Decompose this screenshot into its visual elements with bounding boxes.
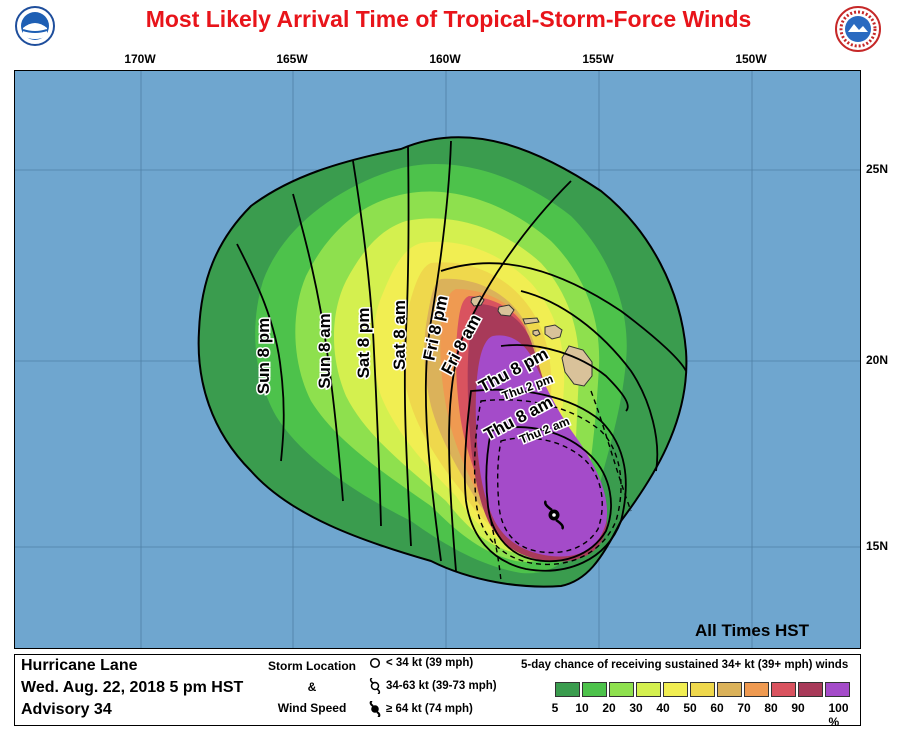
label-sun-8am: Sun 8 am [315,313,334,389]
lon-label-155w: 155W [582,52,614,66]
advisory-number: Advisory 34 [21,701,112,718]
island-lanai [532,329,541,337]
legend-entry-low-text: < 34 kt (39 mph) [386,657,474,669]
dashed-contour-thu-2pm [473,399,622,566]
legend-panel: Hurricane Lane Wed. Aug. 22, 2018 5 pm H… [14,654,861,729]
legend-entry-tropical-storm: 34-63 kt (39-73 mph) [369,678,497,694]
contour-sat-8am [403,145,412,547]
legend-entry-low: < 34 kt (39 mph) [369,657,473,669]
probability-swatch [798,682,823,697]
probability-tick-label: 90 [791,701,805,715]
probability-field [197,136,688,588]
lon-label-165w: 165W [276,52,308,66]
island-molokai [522,317,540,325]
lat-label-20n: 20N [866,353,889,367]
dashed-contour-eastern [590,390,632,512]
probability-swatch [717,682,742,697]
page-title: Most Likely Arrival Time of Tropical-Sto… [145,6,752,32]
probability-tick-label: 70 [737,701,751,715]
label-sat-8pm: Sat 8 pm [354,308,373,379]
probability-tick-label: 40 [656,701,670,715]
probability-swatch [636,682,661,697]
contour-sat-8pm [352,160,382,527]
probability-swatch [555,682,580,697]
probability-swatch [609,682,634,697]
label-sat-8am: Sat 8 am [390,300,409,370]
contour-fri-8am [448,180,572,572]
legend-entry-tropical-storm-text: 34-63 kt (39-73 mph) [386,680,497,692]
dashed-contours [473,390,632,582]
lon-label-160w: 160W [429,52,461,66]
legend-entry-hurricane-text: ≥ 64 kt (74 mph) [386,703,473,715]
hawaiian-islands [470,295,593,387]
probability-swatch [690,682,715,697]
legend-entry-hurricane: ≥ 64 kt (74 mph) [369,701,473,717]
lon-label-150w: 150W [735,52,767,66]
tropical-storm-icon [369,678,381,694]
probability-map: Sun 8 pm Sun 8 am Sat 8 pm Sat 8 am Fri … [14,70,861,649]
nws-logo [835,6,881,57]
contour-thu-8am-outer [520,290,659,472]
dashed-contour-thu-2am [496,437,603,554]
probability-tick-label: 60 [710,701,724,715]
probability-tick-label: 50 [683,701,697,715]
probability-swatch [582,682,607,697]
noaa-logo [15,6,55,51]
lat-label-15n: 15N [866,539,889,553]
probability-swatch [825,682,850,697]
probability-legend-title: 5-day chance of receiving sustained 34+ … [521,659,849,671]
open-circle-icon [369,657,381,669]
probability-tick-label: 5 [551,701,559,715]
lon-label-170w: 170W [124,52,156,66]
advisory-datetime: Wed. Aug. 22, 2018 5 pm HST [21,679,244,696]
contour-sun-8am [292,193,344,502]
storm-location-heading: Storm Location [267,659,356,673]
storm-name: Hurricane Lane [21,657,138,674]
contour-thu-8pm [440,262,687,372]
hurricane-icon [369,701,381,717]
island-maui [544,324,563,340]
probability-tick-label: 10 [575,701,589,715]
arrival-time-contours [236,140,687,572]
probability-tick-label: 20 [602,701,616,715]
probability-tick-label: 100 % [828,701,849,729]
island-oahu [497,304,515,317]
contour-fri-8pm [424,140,452,562]
contour-thu-inner-2 [463,388,627,572]
probability-swatch [744,682,769,697]
probability-swatch [771,682,796,697]
contour-sun-8pm [236,243,285,462]
wind-speed-heading: Wind Speed [277,701,347,715]
probability-swatch [663,682,688,697]
contour-thu-inner-1 [500,344,629,412]
dashed-contour-southern [490,520,502,582]
label-sun-8pm: Sun 8 pm [254,318,273,395]
ampersand-label: & [307,680,317,694]
contour-thu-inner-3 [485,426,612,563]
lat-label-25n: 25N [866,162,889,176]
probability-tick-label: 30 [629,701,643,715]
storm-center-icon [544,500,564,530]
all-times-label: All Times HST [695,621,809,640]
probability-tick-label: 80 [764,701,778,715]
